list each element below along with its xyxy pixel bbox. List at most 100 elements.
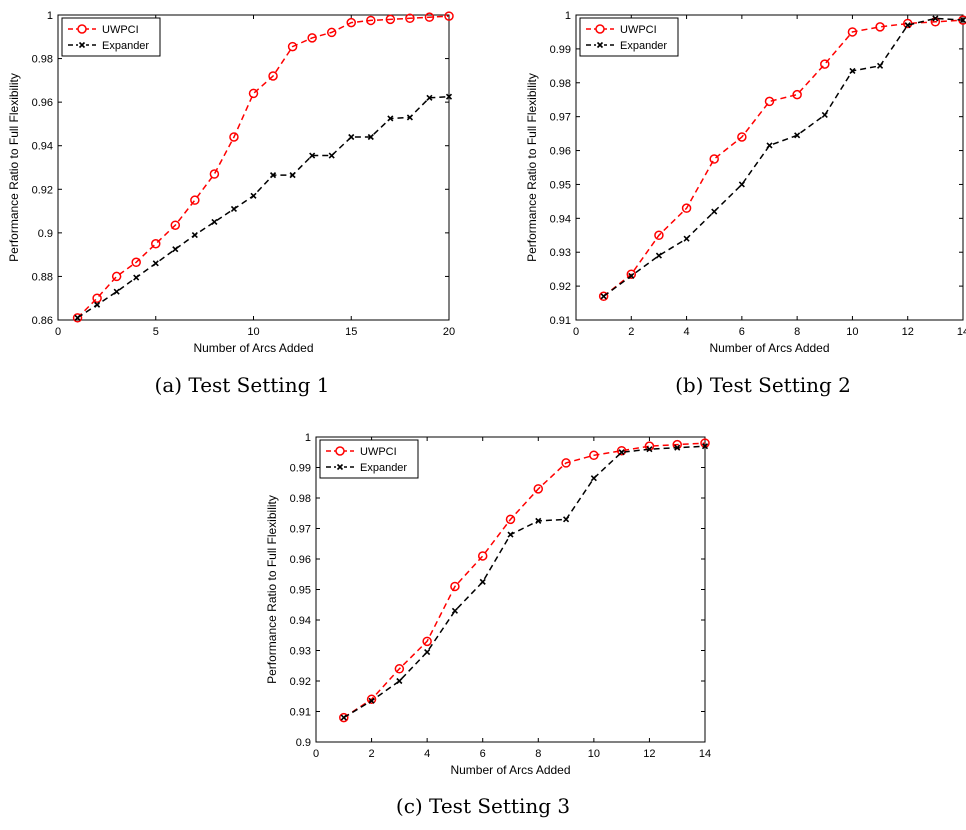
chart-1-series-expander <box>74 93 453 321</box>
chart-2-point <box>711 208 718 215</box>
chart-3-ytick-label: 0.92 <box>290 676 311 688</box>
chart-3-ytick-label: 0.9 <box>296 737 311 749</box>
chart-1-ytick-label: 0.9 <box>38 228 53 240</box>
chart-3-legend-marker <box>336 463 344 471</box>
chart-3-point <box>590 475 597 482</box>
chart-3-point <box>368 697 375 704</box>
chart-3-point <box>451 607 458 614</box>
chart-1-legend-label: UWPCI <box>102 24 139 36</box>
chart-2-legend: UWPCI Expander <box>579 17 679 57</box>
chart-3-xtick-label: 0 <box>313 748 319 760</box>
chart-2-series-uwpci <box>598 15 966 302</box>
chart-2-point <box>598 291 609 302</box>
chart-1-ytick-label: 1 <box>47 10 53 22</box>
chart-3-point <box>340 714 347 721</box>
chart-1-point <box>74 314 81 321</box>
chart-1-legend-marker <box>77 24 87 34</box>
chart-3-point <box>450 581 460 592</box>
chart-1-point <box>269 172 277 179</box>
chart-3-point <box>477 551 488 561</box>
chart-2-point <box>764 96 775 107</box>
chart-3-point <box>589 450 599 461</box>
chart-1-legend-marker <box>78 41 86 49</box>
chart-1-legend-label: Expander <box>102 40 149 52</box>
chart-2-legend-label: Expander <box>620 40 667 52</box>
chart-3-ytick-label: 0.96 <box>290 554 311 566</box>
chart-1-point <box>248 88 259 99</box>
chart-2-point <box>904 22 911 29</box>
chart-1-point <box>309 152 316 159</box>
chart-3-point <box>396 677 403 685</box>
chart-3-ytick-label: 0.99 <box>290 463 311 475</box>
chart-3-point <box>535 517 542 524</box>
chart-2-xtick-label: 6 <box>739 326 745 338</box>
chart-2-point <box>792 89 802 100</box>
chart-3-point <box>674 444 681 451</box>
chart-2-legend-box <box>579 17 679 57</box>
chart-1-xtick-label: 5 <box>153 326 159 338</box>
chart-1-point <box>268 71 278 81</box>
chart-1-point <box>328 152 335 159</box>
chart-2-ytick-label: 1 <box>565 10 571 22</box>
chart-1-point <box>385 14 396 25</box>
chart-1-point <box>289 172 296 179</box>
chart-1-point <box>133 274 140 281</box>
chart-2-xtick-label: 2 <box>628 326 634 338</box>
chart-3-point <box>479 578 486 585</box>
chart-1-y-axis-label: Performance Ratio to Full Flexibility <box>7 73 21 262</box>
chart-3-legend: UWPCI Expander <box>319 439 419 479</box>
chart-1-xtick-label: 20 <box>443 326 455 338</box>
chart-1-ytick-label: 0.92 <box>32 184 53 196</box>
chart-3: 0 2 4 6 8 10 12 14 0.9 0.91 0.92 0.93 0.94 0.95 0.96 0.… <box>265 432 711 818</box>
chart-2-point <box>932 15 939 22</box>
chart-2-point <box>683 235 690 242</box>
chart-3-point <box>424 648 431 656</box>
chart-3-point <box>507 531 514 538</box>
chart-3-ytick-label: 0.91 <box>290 707 311 719</box>
chart-1-legend: UWPCI Expander <box>61 17 161 57</box>
chart-3-point <box>618 449 625 456</box>
chart-2-legend-marker <box>596 41 604 49</box>
chart-1-xtick-label: 10 <box>247 326 259 338</box>
chart-1-point <box>211 218 218 226</box>
chart-1-point <box>111 271 122 282</box>
chart-2-point <box>628 272 635 280</box>
chart-2: 0 2 4 6 8 10 12 14 0.91 0.92 0.93 0.94 0.95 0.96 0.97 0… <box>525 10 966 397</box>
chart-1-series-line <box>77 95 449 319</box>
chart-3-legend-label: Expander <box>360 462 407 474</box>
chart-3-legend-label: UWPCI <box>360 446 397 458</box>
chart-1-point <box>94 301 101 308</box>
chart-2-xtick-label: 0 <box>573 326 579 338</box>
chart-2-ytick-label: 0.99 <box>550 44 571 56</box>
chart-3-x-axis-label: Number of Arcs Added <box>450 763 570 777</box>
chart-1-x-axis-label: Number of Arcs Added <box>193 341 313 355</box>
chart-1-point <box>92 293 102 303</box>
chart-3-xtick-label: 4 <box>424 748 430 760</box>
chart-2-point <box>738 181 745 188</box>
chart-1-point <box>348 133 355 141</box>
chart-2-xtick-label: 12 <box>902 326 914 338</box>
chart-1-point <box>209 169 220 179</box>
chart-2-point <box>847 27 858 37</box>
chart-2-point <box>877 62 884 69</box>
chart-1-ytick-label: 0.94 <box>32 141 53 153</box>
chart-2-point <box>709 154 719 164</box>
chart-2-y-axis-label: Performance Ratio to Full Flexibility <box>525 73 539 262</box>
chart-1-point <box>250 192 257 199</box>
chart-1-point <box>445 93 453 100</box>
chart-3-point <box>394 664 405 674</box>
chart-1-legend-entry: UWPCI <box>68 24 139 36</box>
chart-3-point <box>422 636 432 647</box>
chart-3-series-line <box>343 445 705 719</box>
chart-2-point <box>737 132 747 142</box>
chart-2-point <box>959 17 966 24</box>
chart-1-legend-box <box>61 17 161 57</box>
chart-3-point <box>505 514 516 525</box>
chart-1-point <box>191 231 198 239</box>
chart-1-point <box>113 288 120 295</box>
chart-1-axes-box <box>57 14 450 321</box>
chart-2-legend-marker <box>595 24 605 34</box>
chart-1-point <box>72 313 83 323</box>
chart-2-ytick-label: 0.91 <box>550 315 571 327</box>
chart-2-xtick-label: 4 <box>684 326 690 338</box>
